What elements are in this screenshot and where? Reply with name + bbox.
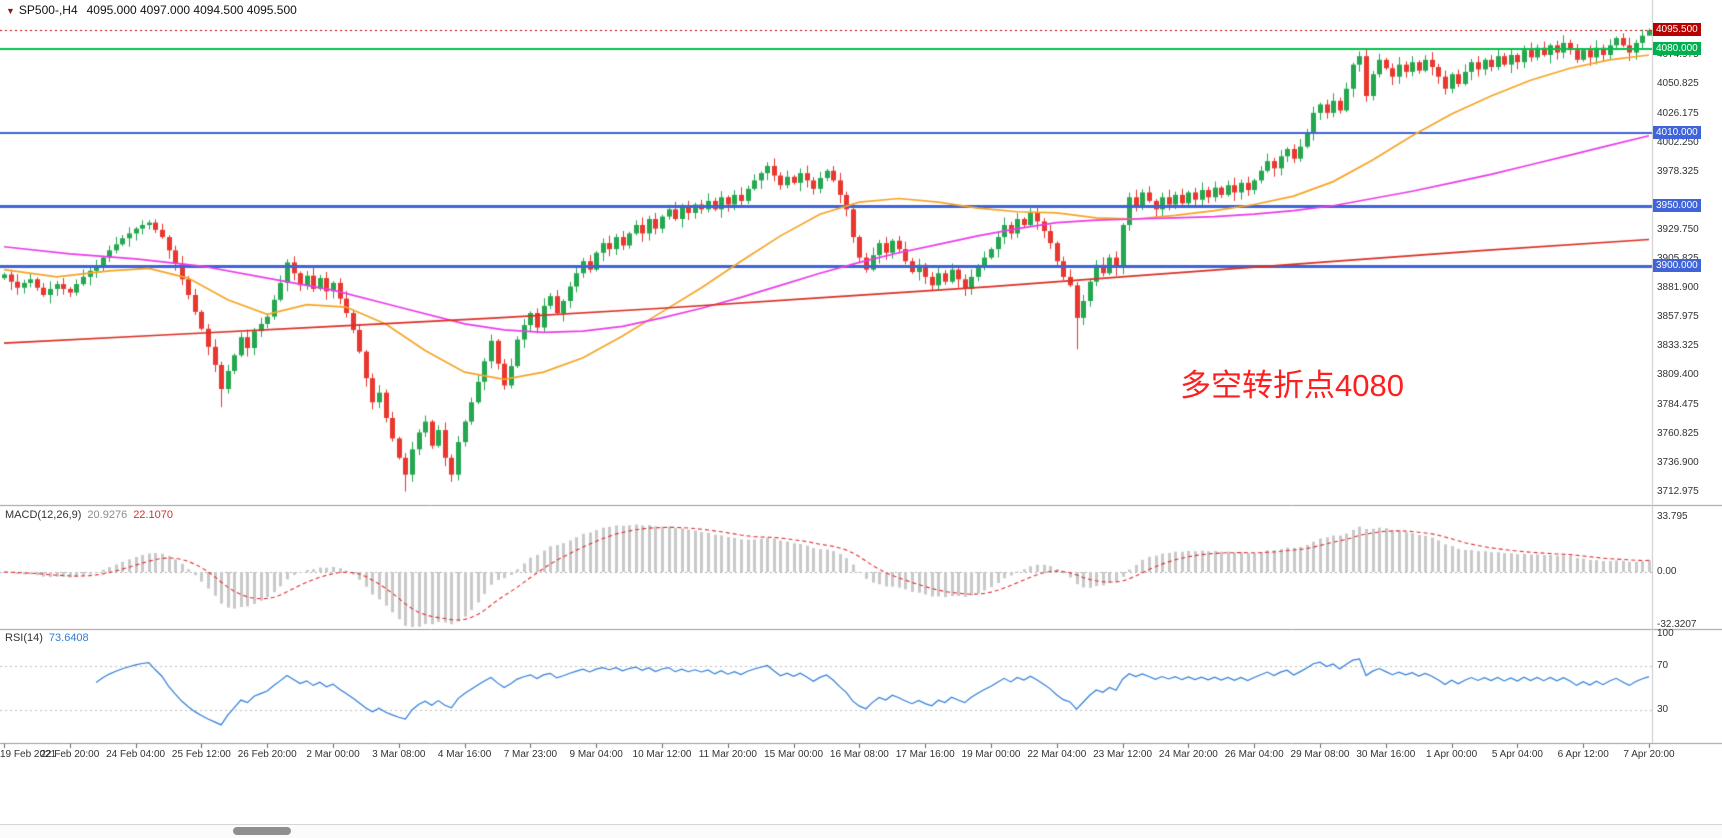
time-axis-label: 22 Feb 20:00 [40,749,100,760]
time-axis-label: 17 Mar 16:00 [895,749,955,760]
time-axis-label: 3 Mar 08:00 [372,749,426,760]
time-axis-label: 16 Mar 08:00 [829,749,889,760]
symbol-timeframe-label: SP500-,H4 [18,3,78,17]
price-axis-label: 3712.975 [1657,485,1699,497]
price-axis-label: 3760.825 [1657,427,1699,439]
price-badge-level-4080[interactable]: 4080.000 [1653,41,1701,55]
time-axis-label: 7 Apr 20:00 [1623,749,1675,760]
rsi-axis-label: 30 [1657,703,1669,715]
chart-title: ▼ SP500-,H4 4095.000 4097.000 4094.500 409… [6,3,297,17]
macd-indicator-label: MACD(12,26,9) 20.9276 22.1070 [5,509,173,521]
time-axis-label: 6 Apr 12:00 [1557,749,1609,760]
scrollbar-thumb[interactable] [233,827,291,835]
macd-signal-value: 22.1070 [133,509,173,521]
time-axis-label: 25 Feb 12:00 [171,749,231,760]
price-badge-current-price[interactable]: 4095.500 [1653,23,1701,37]
time-axis-label: 15 Mar 00:00 [764,749,824,760]
time-axis-label: 9 Mar 04:00 [569,749,623,760]
macd-main-value: 20.9276 [87,509,128,521]
price-badge-level-4010[interactable]: 4010.000 [1653,126,1701,140]
rsi-axis-label: 100 [1657,628,1674,639]
time-axis-label: 10 Mar 12:00 [632,749,692,760]
annotation-text: 多空转折点4080 [1180,368,1404,403]
time-axis-label: 24 Mar 20:00 [1158,749,1218,760]
price-axis-label: 3784.475 [1657,399,1699,411]
price-axis-label: 3736.900 [1657,456,1699,468]
time-axis-label: 11 Mar 20:00 [698,749,757,760]
price-axis-label: 4026.175 [1657,107,1699,119]
time-axis-label: 19 Mar 00:00 [961,749,1021,760]
price-axis-label: 3929.750 [1657,224,1699,236]
price-axis-label: 3857.975 [1657,310,1699,322]
price-axis-label: 3881.900 [1657,281,1699,293]
price-axis-label: 3809.400 [1657,369,1699,381]
price-axis-label: 4002.250 [1657,136,1699,148]
horizontal-scrollbar[interactable] [0,824,1722,838]
price-badge-level-3900[interactable]: 3900.000 [1653,259,1701,273]
dropdown-arrow-icon: ▼ [6,6,15,16]
price-axis-label: 3978.325 [1657,165,1699,177]
time-axis-label: 24 Feb 04:00 [106,749,166,760]
ohlc-values: 4095.000 4097.000 4094.500 4095.500 [86,3,297,17]
time-axis-label: 29 Mar 08:00 [1290,749,1350,760]
time-axis-label: 5 Apr 04:00 [1491,749,1543,760]
price-axis-label: 4050.825 [1657,78,1699,90]
time-axis-label: 22 Mar 04:00 [1027,749,1087,760]
price-axis-label: 3833.325 [1657,340,1699,352]
time-axis-label: 2 Mar 00:00 [306,749,360,760]
macd-axis-label: 0.00 [1657,566,1677,577]
macd-axis-label: -32.3207 [1657,618,1697,630]
macd-name: MACD(12,26,9) [5,509,82,521]
time-axis-label: 26 Feb 20:00 [237,749,297,760]
rsi-name: RSI(14) [5,632,43,644]
price-badge-level-3950[interactable]: 3950.000 [1653,198,1701,212]
rsi-indicator-label: RSI(14) 73.6408 [5,632,89,644]
time-axis-label: 19 Feb 2021 [0,749,57,760]
macd-axis-label: 33.795 [1657,510,1688,522]
time-axis-label: 7 Mar 23:00 [503,749,558,760]
price-axis-label: 3905.825 [1657,253,1699,264]
time-axis-label: 30 Mar 16:00 [1356,749,1416,760]
time-axis-label: 23 Mar 12:00 [1093,749,1153,760]
time-axis-label: 26 Mar 04:00 [1224,749,1284,760]
rsi-axis-label: 70 [1657,660,1669,672]
time-axis-label: 4 Mar 16:00 [437,749,492,760]
rsi-value: 73.6408 [48,632,89,644]
time-axis-label: 1 Apr 00:00 [1426,749,1478,760]
